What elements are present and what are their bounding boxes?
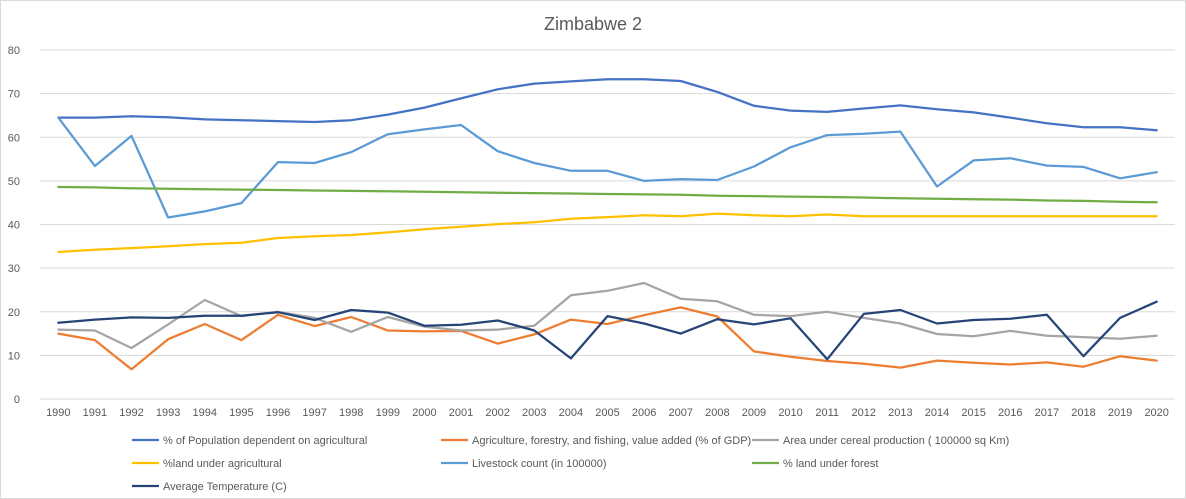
x-tick-label: 1999 <box>376 407 400 419</box>
x-tick-label: 1996 <box>266 407 290 419</box>
plot-series <box>57 78 1158 371</box>
chart-title: Zimbabwe 2 <box>544 14 642 34</box>
legend-item: Average Temperature (C) <box>132 481 287 493</box>
legend-label: %land under agricultural <box>163 458 282 470</box>
legend-item: % of Population dependent on agricultura… <box>132 435 367 447</box>
legend-label: % land under forest <box>783 458 878 470</box>
series-line-7 <box>57 300 1158 361</box>
legend-item: %land under agricultural <box>132 458 282 470</box>
x-tick-label: 1993 <box>156 407 180 419</box>
legend: % of Population dependent on agricultura… <box>132 435 1009 493</box>
series-line-4 <box>57 212 1158 254</box>
y-tick-label: 50 <box>8 176 20 188</box>
series-line-1 <box>57 78 1158 132</box>
x-tick-label: 2019 <box>1108 407 1132 419</box>
x-tick-label: 2003 <box>522 407 546 419</box>
legend-label: Area under cereal production ( 100000 sq… <box>783 435 1009 447</box>
legend-item: Agriculture, forestry, and fishing, valu… <box>441 435 751 447</box>
series-line-2 <box>57 306 1158 371</box>
x-tick-label: 2011 <box>815 407 839 419</box>
x-tick-label: 2017 <box>1035 407 1059 419</box>
x-tick-label: 2016 <box>998 407 1022 419</box>
y-tick-label: 60 <box>8 132 20 144</box>
legend-label: Livestock count (in 100000) <box>472 458 607 470</box>
x-tick-label: 2001 <box>449 407 473 419</box>
x-tick-label: 2018 <box>1071 407 1095 419</box>
legend-item: % land under forest <box>752 458 878 470</box>
legend-item: Livestock count (in 100000) <box>441 458 607 470</box>
legend-item: Area under cereal production ( 100000 sq… <box>752 435 1009 447</box>
x-tick-label: 2020 <box>1144 407 1168 419</box>
y-tick-label: 20 <box>8 307 20 319</box>
legend-label: Agriculture, forestry, and fishing, valu… <box>472 435 751 447</box>
x-tick-label: 2008 <box>705 407 729 419</box>
x-tick-label: 1998 <box>339 407 363 419</box>
y-tick-label: 70 <box>8 89 20 101</box>
x-tick-label: 2006 <box>632 407 656 419</box>
x-tick-label: 2012 <box>852 407 876 419</box>
x-tick-label: 1997 <box>302 407 326 419</box>
x-tick-label: 2010 <box>778 407 802 419</box>
x-tick-label: 2004 <box>559 407 583 419</box>
x-tick-label: 1991 <box>83 407 107 419</box>
y-tick-label: 10 <box>8 350 20 362</box>
x-tick-label: 2002 <box>485 407 509 419</box>
series-line-5 <box>57 116 1158 219</box>
y-axis: 0 10 20 30 40 50 60 70 80 <box>8 45 20 406</box>
x-tick-label: 2000 <box>412 407 436 419</box>
y-tick-label: 40 <box>8 220 20 232</box>
x-tick-label: 2013 <box>888 407 912 419</box>
x-tick-label: 2009 <box>742 407 766 419</box>
x-tick-label: 1995 <box>229 407 253 419</box>
y-tick-label: 80 <box>8 45 20 57</box>
x-tick-label: 1992 <box>119 407 143 419</box>
x-tick-label: 2007 <box>668 407 692 419</box>
y-tick-label: 0 <box>14 394 20 406</box>
x-axis: 1990 1991 1992 1993 1994 1995 1996 1997 1998 1999… <box>46 407 1169 419</box>
x-tick-label: 1990 <box>46 407 70 419</box>
legend-label: Average Temperature (C) <box>163 481 287 493</box>
series-line-6 <box>57 185 1158 204</box>
x-tick-label: 2005 <box>595 407 619 419</box>
y-tick-label: 30 <box>8 263 20 275</box>
legend-label: % of Population dependent on agricultura… <box>163 435 367 447</box>
x-tick-label: 2015 <box>961 407 985 419</box>
x-tick-label: 2014 <box>925 407 949 419</box>
x-tick-label: 1994 <box>193 407 217 419</box>
